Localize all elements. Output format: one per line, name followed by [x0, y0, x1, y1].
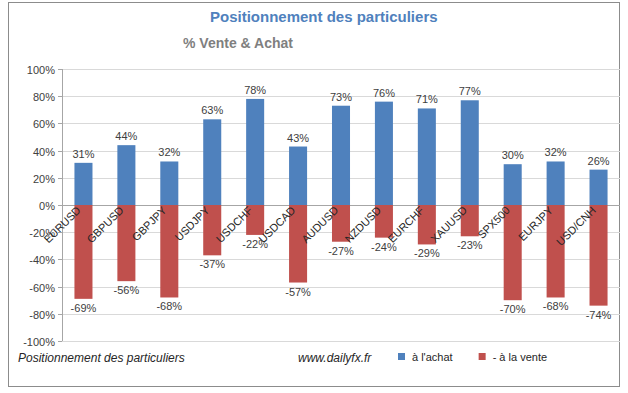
data-label: -70%	[500, 303, 526, 315]
data-label: 76%	[373, 87, 395, 99]
title: Positionnement des particuliers	[210, 8, 438, 25]
y-tick-label: 80%	[33, 91, 55, 103]
tick-mark	[58, 259, 62, 260]
tick-mark	[58, 69, 62, 70]
data-label: -68%	[543, 300, 569, 312]
data-label: -29%	[414, 247, 440, 259]
x-tick-label: EURUSD	[42, 204, 83, 245]
bar	[590, 170, 608, 205]
bar	[547, 205, 565, 297]
y-tick-label: -60%	[29, 282, 55, 294]
data-label: 78%	[244, 84, 266, 96]
grid-line	[62, 341, 620, 342]
y-tick-label: 40%	[33, 146, 55, 158]
data-label: 71%	[416, 93, 438, 105]
tick-mark	[58, 341, 62, 342]
legend-label: - à la vente	[493, 351, 547, 363]
legend-label: à l'achat	[412, 351, 453, 363]
data-label: 32%	[158, 146, 180, 158]
data-label: -56%	[114, 284, 140, 296]
grid-line	[62, 287, 620, 288]
tick-mark	[58, 151, 62, 152]
chart: Positionnement des particuliers % Vente &…	[0, 0, 628, 393]
data-label: -68%	[156, 300, 182, 312]
data-label: -37%	[199, 258, 225, 270]
tick-mark	[58, 96, 62, 97]
data-label: 32%	[545, 146, 567, 158]
bar	[160, 161, 178, 205]
x-tick-label: USDJPY	[172, 203, 212, 243]
bars	[74, 99, 607, 306]
bar	[74, 205, 92, 299]
tick-mark	[58, 314, 62, 315]
grid-line	[62, 69, 620, 70]
bar	[418, 108, 436, 205]
data-label: -27%	[328, 245, 354, 257]
bar	[504, 205, 522, 300]
y-tick-label: 20%	[33, 173, 55, 185]
bar	[332, 106, 350, 205]
footer: Positionnement des particuliers	[18, 351, 185, 365]
bar	[74, 163, 92, 205]
x-tick-label: GBPJPY	[130, 203, 170, 243]
tick-mark	[58, 123, 62, 124]
y-tick-label: 100%	[27, 64, 55, 76]
x-tick-label: GBPUSD	[84, 204, 125, 245]
data-label: 31%	[72, 148, 94, 160]
y-tick-label: -40%	[29, 254, 55, 266]
data-label: -57%	[285, 286, 311, 298]
x-tick-label: USDCAD	[256, 204, 297, 245]
grid-line	[62, 314, 620, 315]
bar	[461, 100, 479, 205]
data-label: 73%	[330, 91, 352, 103]
y-axis	[62, 69, 63, 341]
tick-mark	[58, 205, 62, 206]
x-tick-label: NZDUSD	[342, 204, 383, 245]
data-label: -23%	[457, 239, 483, 251]
bar	[203, 119, 221, 205]
x-tick-label: USDCHF	[214, 204, 255, 245]
data-label: -74%	[586, 309, 612, 321]
bar	[547, 161, 565, 205]
bar	[590, 205, 608, 306]
bar	[246, 99, 264, 205]
data-label: 26%	[588, 155, 610, 167]
x-tick-label: SPX500	[475, 204, 512, 241]
data-labels: 31% 44% 32% 63% 78% 43% 73% 76% 71% 77% 30% 32% 26% -…	[71, 84, 612, 321]
x-tick-label: EURCHF	[385, 204, 426, 245]
y-tick-label: -80%	[29, 309, 55, 321]
legend: à l'achat - à la vente	[398, 351, 547, 363]
tick-mark	[58, 178, 62, 179]
data-label: 43%	[287, 132, 309, 144]
bar	[117, 145, 135, 205]
chart-frame	[9, 3, 620, 387]
y-tick-label: 0%	[39, 200, 55, 212]
x-tick-label: USD/CNH	[554, 204, 598, 248]
legend-swatch	[479, 353, 486, 360]
subtitle: % Vente & Achat	[183, 35, 293, 51]
data-label: -69%	[71, 302, 97, 314]
bar	[375, 102, 393, 205]
x-tick-label: EURJPY	[516, 203, 556, 243]
data-label: 77%	[459, 85, 481, 97]
source: www.dailyfx.fr	[298, 351, 372, 365]
bar	[504, 164, 522, 205]
x-tick-label: XAUUSD	[428, 204, 469, 245]
tick-mark	[58, 287, 62, 288]
y-tick-label: 60%	[33, 118, 55, 130]
y-tick-label: -100%	[23, 336, 55, 348]
grid-line	[62, 259, 620, 260]
legend-swatch	[398, 353, 405, 360]
x-tick-label: AUDUSD	[299, 204, 340, 245]
bar	[160, 205, 178, 297]
data-label: 44%	[115, 130, 137, 142]
bar	[289, 147, 307, 205]
data-label: 63%	[201, 104, 223, 116]
data-label: 30%	[502, 149, 524, 161]
grid	[58, 70, 620, 342]
